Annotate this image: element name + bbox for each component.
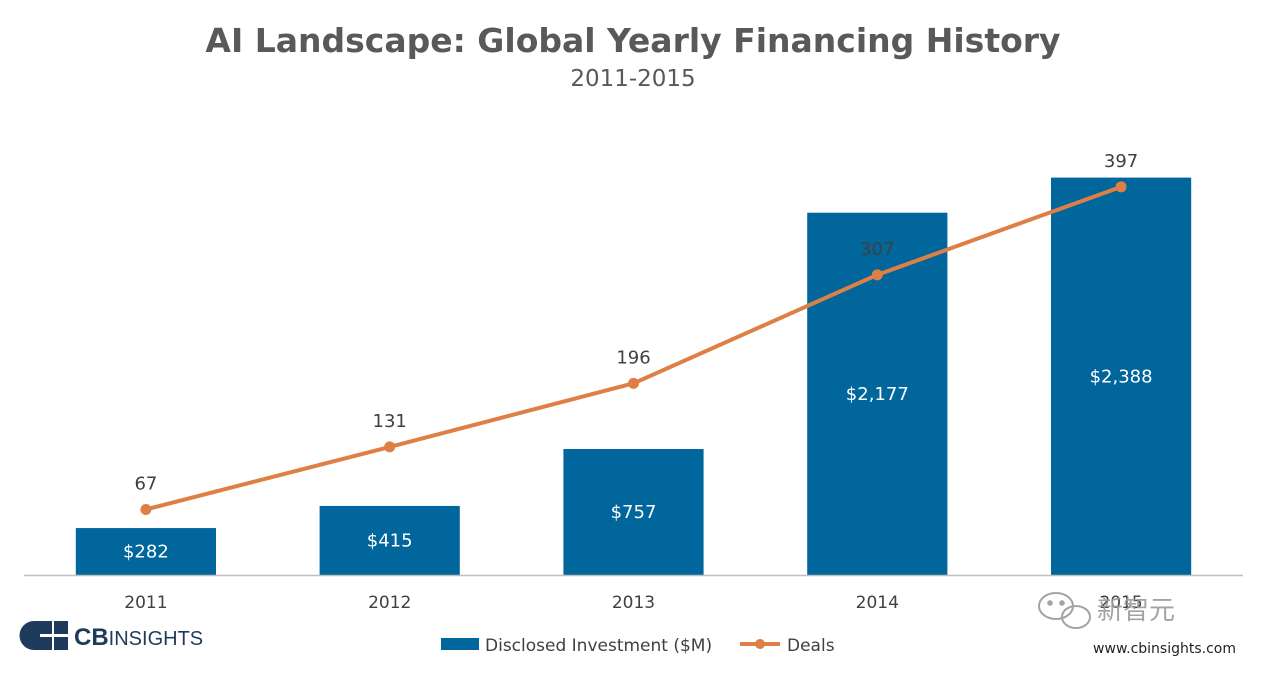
bar-data-labels: $282 $415 $757 $2,177 $2,388	[123, 366, 1153, 562]
bar-label-2013: $757	[611, 502, 657, 523]
logo-suffix: INSIGHTS	[109, 628, 203, 650]
x-tick-labels: 2011 2012 2013 2014 2015	[124, 593, 1142, 613]
deal-data-labels: 67 131 196 307 397	[134, 151, 1138, 495]
website-url: www.cbinsights.com	[1093, 641, 1236, 657]
deals-point-2014	[871, 269, 883, 281]
bar-label-2011: $282	[123, 542, 169, 563]
x-tick-2011: 2011	[124, 593, 167, 613]
x-tick-2015: 2015	[1099, 593, 1142, 613]
logo-prefix: CB	[74, 624, 109, 651]
deal-label-2015: 397	[1104, 151, 1138, 172]
x-tick-2014: 2014	[856, 593, 899, 613]
legend-swatch-deals-marker	[755, 639, 765, 649]
deal-label-2012: 131	[373, 411, 407, 432]
bar-2012	[319, 505, 460, 575]
legend-label-investment: Disclosed Investment ($M)	[485, 636, 712, 656]
deal-label-2011: 67	[134, 473, 157, 494]
cb-logo-icon	[19, 621, 68, 650]
bar-label-2015: $2,388	[1090, 366, 1153, 387]
x-tick-2012: 2012	[368, 593, 411, 613]
watermark: 新智元	[1038, 592, 1175, 629]
bar-label-2014: $2,177	[846, 384, 909, 405]
deals-line-series	[140, 181, 1127, 515]
deals-point-2013	[628, 377, 639, 389]
deal-label-2013: 196	[616, 347, 650, 368]
legend-label-deals: Deals	[787, 636, 835, 656]
bar-2015	[1051, 177, 1192, 575]
legend: Disclosed Investment ($M) Deals	[441, 636, 835, 656]
watermark-text: 新智元	[1097, 596, 1175, 626]
x-tick-2013: 2013	[612, 593, 655, 613]
chart-title: AI Landscape: Global Yearly Financing Hi…	[205, 21, 1060, 60]
deal-label-2014: 307	[860, 239, 894, 260]
bar-2011	[75, 528, 216, 575]
deals-point-2012	[384, 441, 396, 453]
bar-2013	[563, 449, 704, 575]
legend-swatch-investment	[441, 638, 479, 650]
deals-point-2015	[1115, 181, 1127, 193]
logo-wordmark: CBINSIGHTS	[74, 624, 203, 651]
bar-label-2012: $415	[367, 530, 413, 551]
cb-insights-logo: CBINSIGHTS	[19, 621, 203, 651]
deals-point-2011	[140, 503, 152, 515]
chart-subtitle: 2011-2015	[570, 66, 695, 92]
wechat-icon	[1038, 592, 1091, 629]
